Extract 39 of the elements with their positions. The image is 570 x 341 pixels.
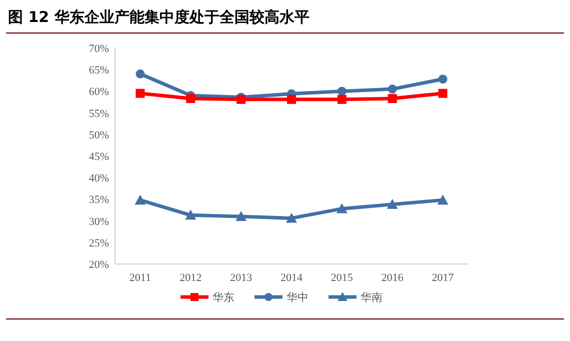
y-tick-label: 70% xyxy=(88,43,109,55)
x-tick-label: 2011 xyxy=(129,272,152,284)
point xyxy=(388,84,397,94)
point xyxy=(336,203,348,214)
point xyxy=(185,210,196,220)
point xyxy=(136,88,145,98)
point xyxy=(337,94,346,104)
point xyxy=(337,86,346,96)
point xyxy=(287,94,296,104)
x-tick-label: 2013 xyxy=(230,272,253,284)
point xyxy=(186,94,196,104)
y-tick-label: 50% xyxy=(88,129,109,142)
x-tick-label: 2012 xyxy=(180,272,202,284)
point xyxy=(236,210,247,221)
y-tick-label: 30% xyxy=(88,216,109,228)
point xyxy=(438,88,448,98)
y-tick-label: 40% xyxy=(88,172,109,185)
y-tick-label: 20% xyxy=(88,259,109,271)
y-tick-label: 65% xyxy=(88,64,109,77)
x-tick-label: 2014 xyxy=(280,272,303,284)
point xyxy=(386,198,398,209)
y-tick-label: 55% xyxy=(88,108,109,120)
y-tick-label: 45% xyxy=(88,151,109,163)
point xyxy=(136,69,145,78)
point xyxy=(388,94,397,104)
x-tick-label: 2017 xyxy=(432,272,454,284)
legend-label: 华中 xyxy=(286,291,308,304)
title: 图 12 华东企业产能集中度处于全国较高水平 xyxy=(8,8,310,26)
point xyxy=(134,194,146,205)
x-tick-label: 2015 xyxy=(330,272,354,284)
point xyxy=(437,194,448,205)
y-tick-label: 25% xyxy=(88,237,109,250)
x-tick-label: 2016 xyxy=(381,272,404,284)
y-tick-label: 35% xyxy=(88,194,109,206)
y-tick-label: 60% xyxy=(88,86,109,98)
point xyxy=(286,212,297,223)
point xyxy=(438,74,448,84)
legend-label: 华南 xyxy=(360,291,382,304)
legend-label: 华东 xyxy=(212,291,234,304)
